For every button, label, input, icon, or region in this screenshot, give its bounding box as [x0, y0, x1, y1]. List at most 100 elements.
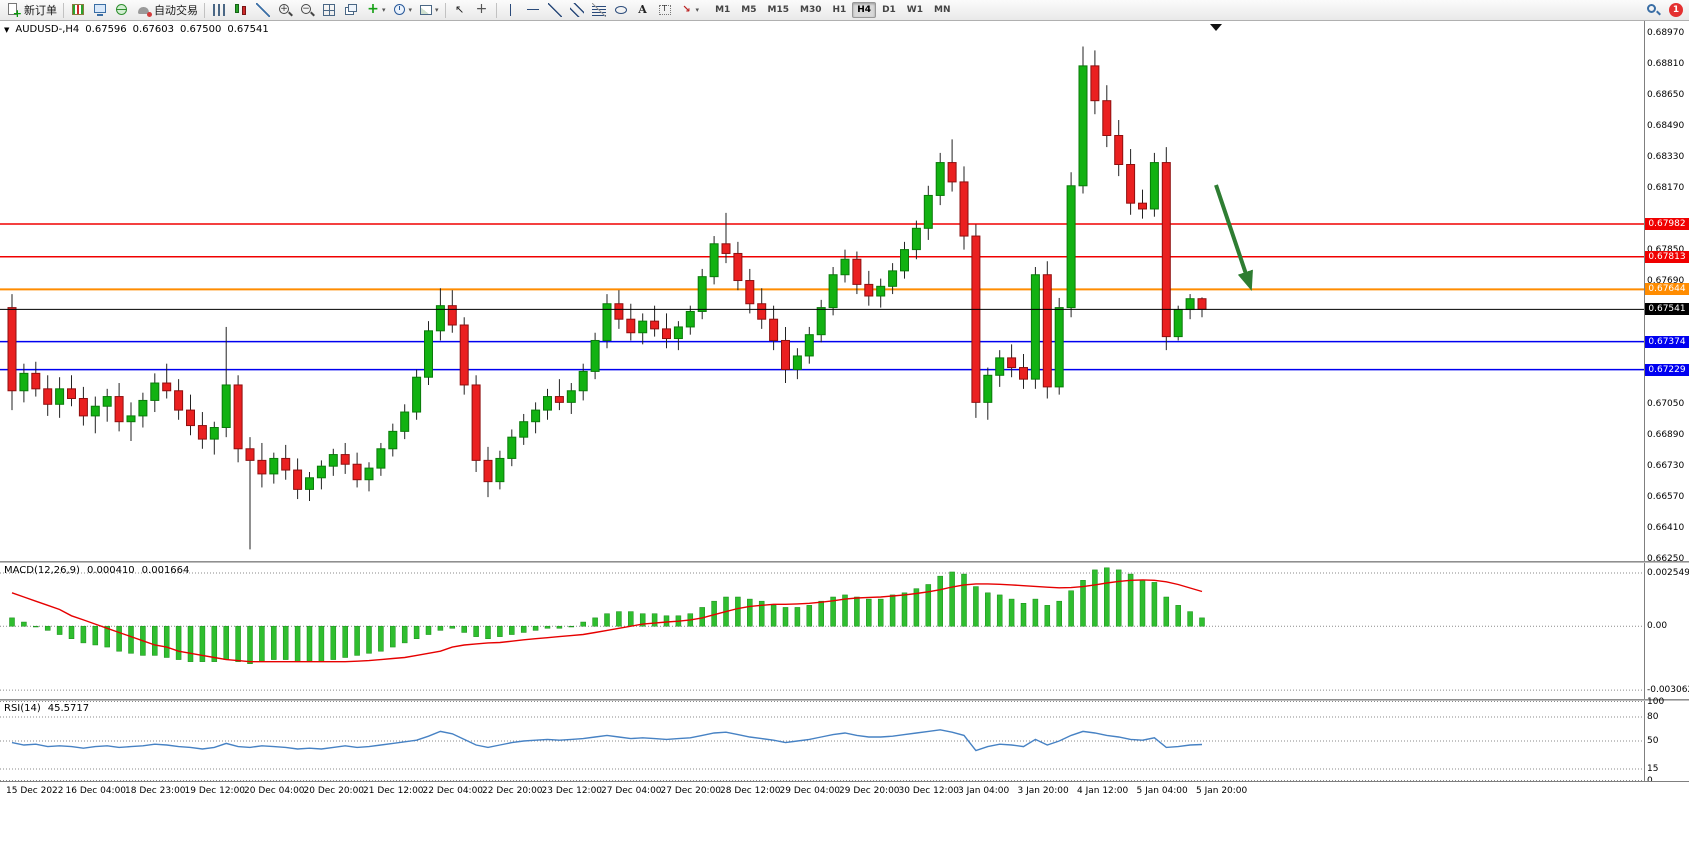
- open-value: 0.67596: [85, 24, 127, 35]
- label-button[interactable]: [654, 0, 676, 21]
- price-axis-label: 0.68490: [1647, 120, 1685, 131]
- vertical-line-button[interactable]: [500, 0, 522, 21]
- timeframe-H1-button[interactable]: H1: [832, 5, 847, 15]
- timeframe-M30-button[interactable]: M30: [799, 5, 822, 15]
- new-chart-button[interactable]: [67, 0, 89, 21]
- macd-chart[interactable]: [0, 563, 1644, 699]
- time-axis-label: 27 Dec 20:00: [660, 786, 722, 796]
- toolbar-separator: [444, 2, 446, 18]
- timeframe-M5-button[interactable]: M5: [741, 5, 757, 15]
- time-axis-label: 5 Jan 04:00: [1136, 786, 1188, 796]
- new-chart-icon: [70, 2, 86, 18]
- timeframe-D1-button[interactable]: D1: [882, 5, 896, 15]
- time-axis[interactable]: 15 Dec 2022 16 Dec 04:00 18 Dec 23:00 19 De…: [0, 781, 1689, 801]
- close-value: 0.67541: [227, 24, 269, 35]
- price-line-badge: 0.67541: [1645, 303, 1689, 316]
- zoom-in-button[interactable]: [274, 0, 296, 21]
- main-toolbar: 新订单 自动交易 ▾ ▾ ▾ ▾ M1 M5 M15 M30 H1 H4 D1 W1 MN 1: [0, 0, 1689, 21]
- chevron-down-icon: ▾: [695, 6, 700, 14]
- plot-column: ▼ AUDUSD-,H4 0.67596 0.67603 0.67500 0.6…: [0, 21, 1644, 781]
- rsi-value: 45.5717: [47, 703, 90, 714]
- time-axis-label: 18 Dec 23:00: [125, 786, 186, 796]
- text-icon: [635, 2, 651, 18]
- price-axis-label: 0.66730: [1647, 461, 1685, 472]
- price-chart-pane[interactable]: ▼ AUDUSD-,H4 0.67596 0.67603 0.67500 0.6…: [0, 21, 1644, 561]
- time-axis-label: 27 Dec 04:00: [601, 786, 662, 796]
- macd-axis-label: -0.003062: [1647, 685, 1689, 696]
- shapes-icon: [613, 2, 629, 18]
- price-axis-label: 0.66890: [1647, 430, 1685, 441]
- macd-axis-label: 0.00: [1647, 621, 1668, 632]
- price-axis-label: 0.68970: [1647, 28, 1685, 38]
- text-button[interactable]: [632, 0, 654, 21]
- time-axis-label: 19 Dec 12:00: [184, 786, 246, 796]
- rsi-chart[interactable]: [0, 701, 1644, 781]
- pane-divider[interactable]: [0, 561, 1644, 563]
- new-order-icon: [6, 2, 22, 19]
- cursor-icon: [452, 2, 468, 18]
- rsi-axis-label: 50: [1647, 736, 1659, 746]
- price-axis-label: 0.68650: [1647, 89, 1685, 100]
- price-line-badge: 0.67374: [1645, 335, 1689, 348]
- crosshair-button[interactable]: [471, 0, 493, 21]
- autotrading-button[interactable]: 自动交易: [133, 0, 201, 21]
- bar-chart-icon: [211, 2, 227, 18]
- toolbar-separator: [204, 2, 205, 18]
- candle-chart-button[interactable]: [230, 0, 252, 21]
- time-axis-label: 28 Dec 12:00: [720, 786, 781, 796]
- search-button[interactable]: [1642, 0, 1664, 21]
- timeframe-W1-button[interactable]: W1: [906, 5, 923, 15]
- pane-divider[interactable]: [0, 699, 1644, 701]
- navigator-icon: [114, 2, 130, 18]
- zoom-out-icon: [299, 2, 315, 18]
- bar-chart-button[interactable]: [208, 0, 230, 21]
- indicators-button[interactable]: ▾: [362, 0, 389, 21]
- navigator-button[interactable]: [111, 0, 133, 21]
- new-order-button[interactable]: 新订单: [3, 0, 60, 21]
- rsi-axis-label: 0: [1647, 776, 1653, 786]
- notifications-badge[interactable]: 1: [1669, 3, 1683, 17]
- time-axis-label: 20 Dec 20:00: [303, 786, 365, 796]
- market-watch-button[interactable]: [89, 0, 111, 21]
- candlestick-chart[interactable]: [0, 21, 1644, 561]
- rsi-axis-label: 15: [1647, 764, 1659, 774]
- hline-icon: [525, 2, 541, 18]
- cursor-button[interactable]: [449, 0, 471, 21]
- arrange-windows-button[interactable]: [340, 0, 362, 21]
- price-axis-label: 0.66250: [1647, 554, 1685, 564]
- chart-window: ▼ AUDUSD-,H4 0.67596 0.67603 0.67500 0.6…: [0, 21, 1689, 862]
- rsi-pane[interactable]: RSI(14) 45.5717: [0, 701, 1644, 781]
- line-chart-button[interactable]: [252, 0, 274, 21]
- rsi-axis-label: 80: [1647, 712, 1659, 722]
- zoom-out-button[interactable]: [296, 0, 318, 21]
- price-axis[interactable]: 0.68970 0.68810 0.68650 0.68490 0.68330 0.681…: [1644, 21, 1689, 786]
- trendline-icon: [547, 2, 563, 18]
- periods-button[interactable]: ▾: [389, 0, 416, 21]
- price-axis-label: 0.66570: [1647, 492, 1685, 503]
- macd-pane[interactable]: MACD(12,26,9) 0.000410 0.001664: [0, 563, 1644, 699]
- arrows-button[interactable]: ▾: [676, 0, 703, 21]
- rsi-axis-label: 100: [1647, 696, 1665, 707]
- zoom-in-icon: [277, 2, 293, 18]
- time-axis-label: 22 Dec 04:00: [422, 786, 484, 796]
- shapes-button[interactable]: [610, 0, 632, 21]
- trendline-button[interactable]: [544, 0, 566, 21]
- timeframe-MN-button[interactable]: MN: [934, 5, 951, 15]
- templates-button[interactable]: ▾: [415, 0, 442, 21]
- price-axis-label: 0.67690: [1647, 275, 1685, 286]
- timeframe-H4-button[interactable]: H4: [852, 2, 877, 18]
- timeframe-M15-button[interactable]: M15: [767, 5, 789, 15]
- tile-windows-button[interactable]: [318, 0, 340, 21]
- timeframe-M1-button[interactable]: M1: [715, 5, 731, 15]
- horizontal-line-button[interactable]: [522, 0, 544, 21]
- price-line-badge: 0.67644: [1645, 283, 1689, 296]
- channel-button[interactable]: [566, 0, 588, 21]
- time-axis-label: 23 Dec 12:00: [541, 786, 603, 796]
- pane-divider: [1644, 561, 1689, 563]
- symbol-timeframe-label: AUDUSD-,H4: [15, 24, 80, 35]
- macd-value: 0.000410: [86, 565, 135, 576]
- timeframe-group: M1 M5 M15 M30 H1 H4 D1 W1 MN: [710, 2, 955, 18]
- fibonacci-button[interactable]: [588, 0, 610, 21]
- rsi-label: RSI(14) 45.5717: [4, 703, 89, 714]
- price-axis-label: 0.67850: [1647, 244, 1685, 255]
